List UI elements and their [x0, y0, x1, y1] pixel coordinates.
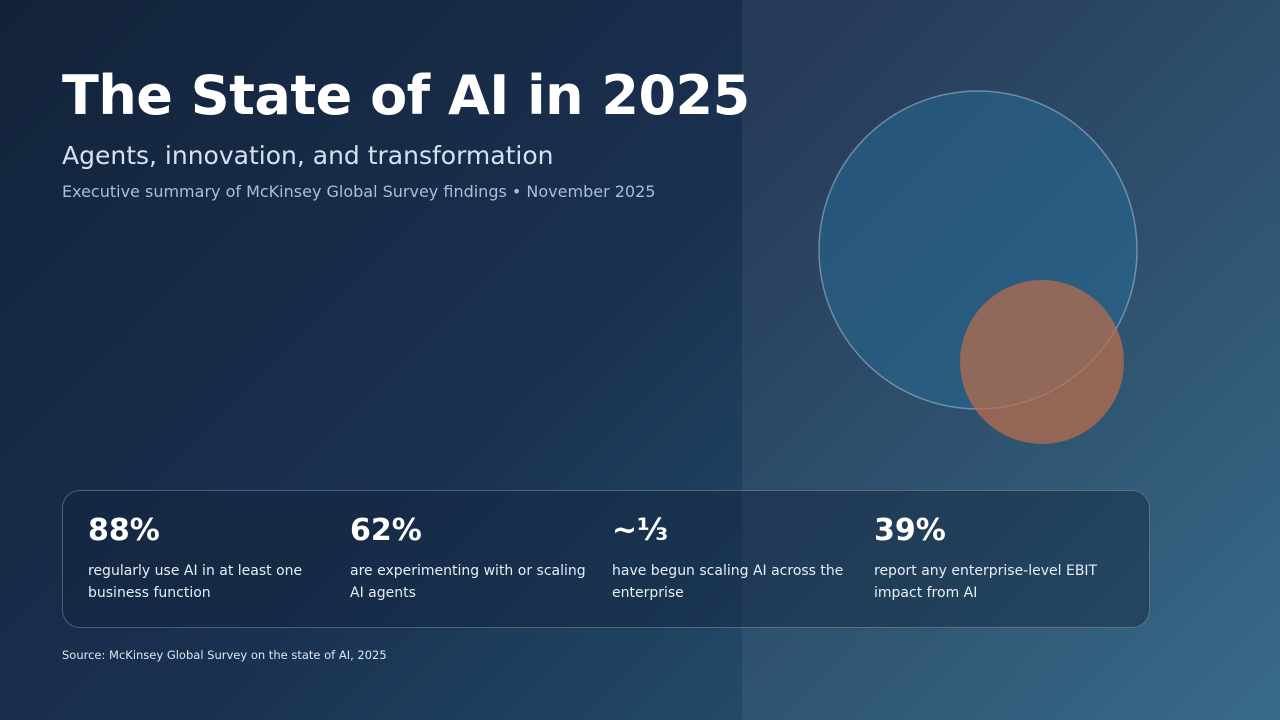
source: Source: McKinsey Global Survey on the st… [62, 648, 387, 662]
subtitle: Agents, innovation, and transformation [62, 141, 554, 170]
title: The State of AI in 2025 [62, 64, 750, 127]
stat: ~⅓ have begun scaling AI across the enter… [612, 513, 852, 604]
stat-value: 62% [350, 513, 422, 548]
stat: 88% regularly use AI in at least one busi… [88, 513, 328, 604]
stat-label: have begun scaling AI across the enterpr… [612, 563, 844, 601]
stat: 62% are experimenting with or scaling AI … [350, 513, 590, 604]
stat-label: regularly use AI in at least one busines… [88, 563, 303, 601]
meta: Executive summary of McKinsey Global Sur… [62, 182, 656, 201]
stat-label: are experimenting with or scaling AI age… [350, 563, 586, 601]
accent-circle [960, 280, 1124, 444]
stat-value: 39% [874, 513, 946, 548]
stat: 39% report any enterprise-level EBIT impa… [874, 513, 1114, 604]
stat-label: report any enterprise-level EBIT impact … [874, 563, 1098, 601]
stats-card: 88% regularly use AI in at least one busi… [62, 490, 1150, 628]
stat-value: 88% [88, 513, 160, 548]
stat-value: ~⅓ [612, 513, 669, 548]
